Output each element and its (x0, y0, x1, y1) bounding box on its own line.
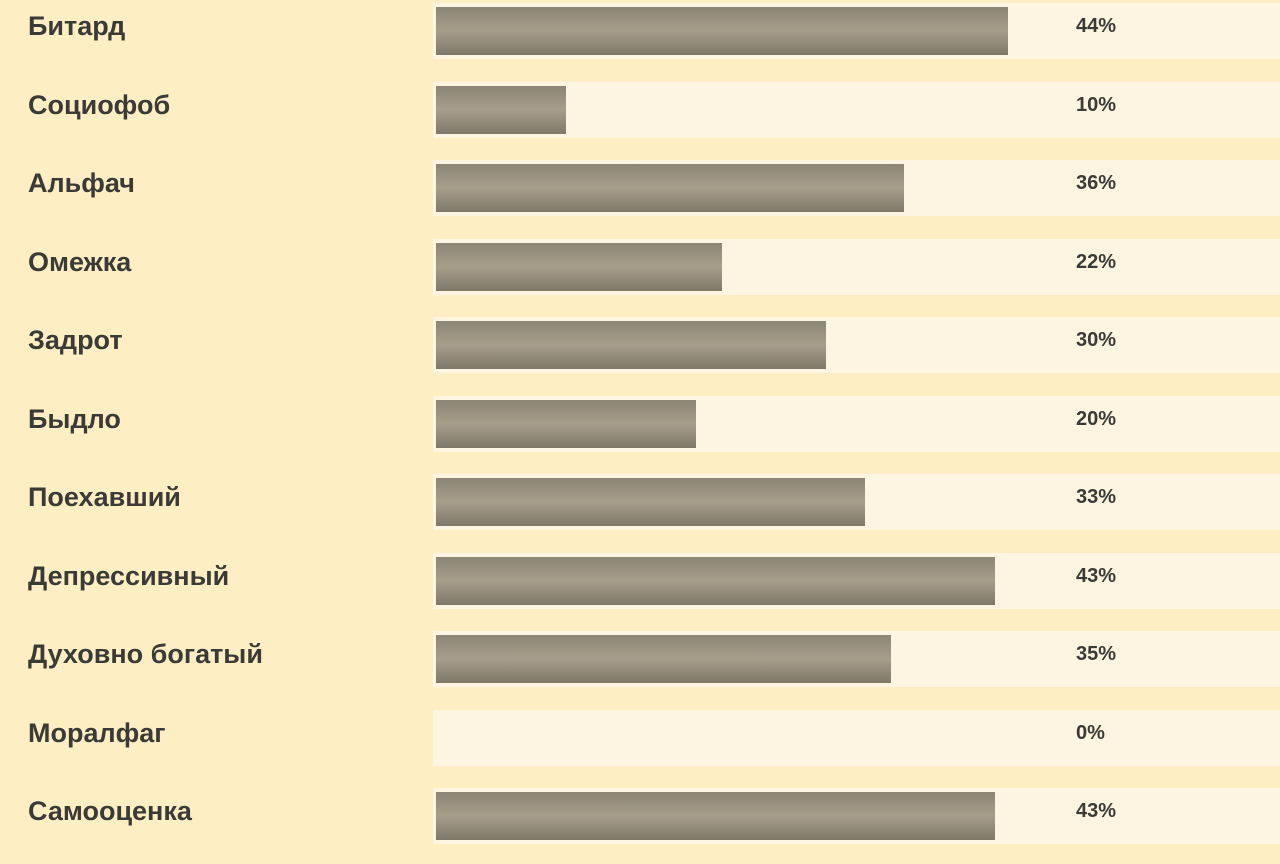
category-label: Моралфаг (28, 718, 166, 748)
bar-bitard (436, 7, 1008, 55)
chart-row-bitard: Битард 44% (0, 3, 1280, 59)
category-label: Социофоб (28, 90, 171, 120)
bar-dukhovno-bogatyy (436, 635, 891, 683)
chart-row-zadrot: Задрот 30% (0, 317, 1280, 373)
chart-row-samootsenka: Самооценка 43% (0, 788, 1280, 844)
bar-zadrot (436, 321, 826, 369)
value-label: 20% (1076, 408, 1117, 430)
bar-samootsenka (436, 792, 995, 840)
value-label: 22% (1076, 251, 1117, 273)
value-label: 30% (1076, 329, 1117, 351)
bar-omezhka (436, 243, 722, 291)
category-label: Депрессивный (28, 561, 230, 591)
value-label: 0% (1076, 722, 1105, 744)
bar-track: 33% (433, 474, 1280, 530)
category-label: Битард (28, 11, 126, 41)
category-label: Быдло (28, 404, 121, 434)
bar-track: 22% (433, 239, 1280, 295)
chart-row-omezhka: Омежка 22% (0, 239, 1280, 295)
value-label: 10% (1076, 94, 1117, 116)
chart-row-poehavshiy: Поехавший 33% (0, 474, 1280, 530)
value-label: 35% (1076, 643, 1117, 665)
category-label: Омежка (28, 247, 132, 277)
category-label: Духовно богатый (28, 639, 263, 669)
chart-row-depressivnyy: Депрессивный 43% (0, 553, 1280, 609)
bar-track: 36% (433, 160, 1280, 216)
bar-depressivnyy (436, 557, 995, 605)
chart-row-alfach: Альфач 36% (0, 160, 1280, 216)
bar-track: 30% (433, 317, 1280, 373)
bar-track: 43% (433, 553, 1280, 609)
bar-track: 44% (433, 3, 1280, 59)
chart-row-moralfag: Моралфаг 0% (0, 710, 1280, 766)
bar-track: 35% (433, 631, 1280, 687)
value-label: 43% (1076, 565, 1117, 587)
value-label: 43% (1076, 800, 1117, 822)
value-label: 36% (1076, 172, 1117, 194)
bar-sociofob (436, 86, 566, 134)
bar-track: 10% (433, 82, 1280, 138)
bar-track: 43% (433, 788, 1280, 844)
chart-row-bydlo: Быдло 20% (0, 396, 1280, 452)
category-label: Поехавший (28, 482, 181, 512)
category-label: Альфач (28, 168, 135, 198)
bar-track: 20% (433, 396, 1280, 452)
bar-bydlo (436, 400, 696, 448)
category-label: Самооценка (28, 796, 192, 826)
bar-alfach (436, 164, 904, 212)
chart-row-sociofob: Социофоб 10% (0, 82, 1280, 138)
category-label: Задрот (28, 325, 123, 355)
chart-row-dukhovno-bogatyy: Духовно богатый 35% (0, 631, 1280, 687)
value-label: 33% (1076, 486, 1117, 508)
bar-poehavshiy (436, 478, 865, 526)
value-label: 44% (1076, 15, 1117, 37)
bar-track: 0% (433, 710, 1280, 766)
